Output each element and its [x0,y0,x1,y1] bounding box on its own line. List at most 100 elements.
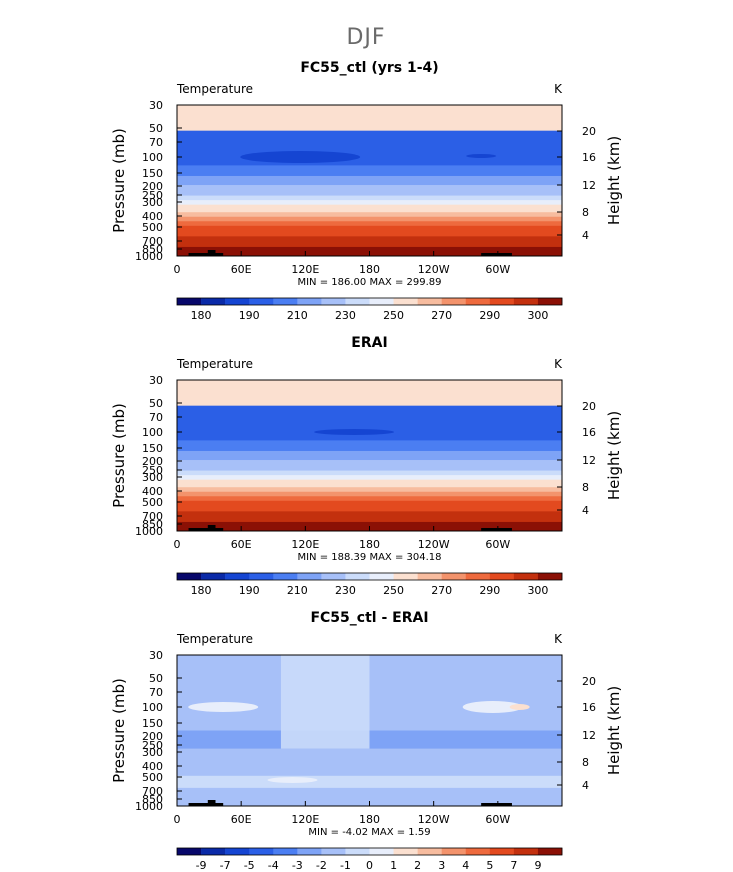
y-tick-label: 250 [142,189,163,202]
colorbar-swatch [177,573,202,580]
contour-band [177,225,562,237]
terrain-mask [188,528,224,531]
y-tick-label: 700 [142,785,163,798]
x-tick-label: 60W [485,263,510,276]
y-tick-label: 1000 [135,525,163,538]
y-tick-label: 150 [142,167,163,180]
colorbar-swatch [537,298,563,305]
colorbar-swatch [249,848,274,855]
y-tick-label: 500 [142,771,163,784]
x-tick-label: 0 [174,538,181,551]
y2-tick-label: 20 [582,675,596,688]
panel-title: ERAI [351,335,387,351]
y2-axis-label: Height (km) [605,686,623,775]
contour-band [177,475,562,481]
anomaly-contour [188,702,259,712]
contour-band [177,511,562,523]
y-tick-label: 850 [142,243,163,256]
y-tick-label: 50 [149,672,163,685]
terrain-mask [481,803,512,806]
colorbar-swatch [273,848,298,855]
y-tick-label: 200 [142,455,163,468]
contour-band [177,221,562,227]
anomaly-contour [267,777,318,783]
colorbar-tick-label: 190 [239,309,260,322]
colorbar-swatch [297,573,322,580]
contour-band [177,200,562,206]
colorbar-tick-label: 210 [287,309,308,322]
colorbar-swatch [345,573,370,580]
y2-tick-label: 4 [582,504,589,517]
y2-tick-label: 16 [582,426,596,439]
x-tick-label: 120E [291,538,319,551]
y-tick-label: 1000 [135,800,163,813]
anomaly-contour [509,704,530,710]
y-tick-label: 100 [142,426,163,439]
colorbar-swatch [465,298,491,305]
y2-tick-label: 4 [582,229,589,242]
colorbar-swatch [225,573,250,580]
y2-tick-label: 16 [582,701,596,714]
colorbar-swatch [393,298,418,305]
colorbar-tick-label: -9 [196,859,207,872]
y2-tick-label: 12 [582,179,596,192]
y-tick-label: 30 [149,374,163,387]
terrain-mask [207,800,216,806]
colorbar-tick-label: -1 [340,859,351,872]
colorbar-swatch [489,298,515,305]
contour-band [177,216,562,222]
contour-band [177,130,562,166]
y-tick-label: 850 [142,518,163,531]
colorbar-tick-label: 230 [335,309,356,322]
colorbar-tick-label: 190 [239,584,260,597]
y-tick-label: 50 [149,397,163,410]
y-tick-label: 150 [142,717,163,730]
cold-core-contour [240,151,361,163]
colorbar-tick-label: 230 [335,584,356,597]
contour-band [177,491,562,497]
colorbar-swatch [489,848,515,855]
y2-tick-label: 8 [582,756,589,769]
colorbar-tick-label: 7 [510,859,517,872]
colorbar-swatch [441,848,467,855]
contour-band [177,105,562,132]
y2-tick-label: 20 [582,400,596,413]
colorbar-tick-label: -5 [244,859,255,872]
y-tick-label: 100 [142,701,163,714]
y-tick-label: 500 [142,496,163,509]
contour-band [177,440,562,452]
colorbar-swatch [537,573,563,580]
colorbar-tick-label: 290 [479,309,500,322]
figure-title: DJF [346,25,385,50]
x-tick-label: 60E [231,538,252,551]
x-tick-label: 120E [291,263,319,276]
colorbar-frame [176,297,563,306]
colorbar-swatch [321,298,346,305]
y-tick-label: 30 [149,99,163,112]
terrain-mask [207,250,216,256]
x-tick-label: 60E [231,813,252,826]
y-tick-label: 500 [142,221,163,234]
y-tick-label: 200 [142,180,163,193]
colorbar-frame [176,572,563,581]
colorbar-tick-label: 180 [191,309,212,322]
colorbar-swatch [273,298,298,305]
y2-tick-label: 20 [582,125,596,138]
colorbar-tick-label: 180 [191,584,212,597]
colorbar-swatch [489,573,515,580]
min-max-text: MIN = 188.39 MAX = 304.18 [297,552,441,563]
colorbar-swatch [369,848,394,855]
colorbar-swatch [297,298,322,305]
colorbar-swatch [201,848,226,855]
contour-band [177,236,562,248]
y2-tick-label: 8 [582,206,589,219]
x-tick-label: 0 [174,263,181,276]
y2-tick-label: 12 [582,454,596,467]
y2-tick-label: 4 [582,779,589,792]
colorbar-swatch [393,573,418,580]
contour-band [177,165,562,177]
